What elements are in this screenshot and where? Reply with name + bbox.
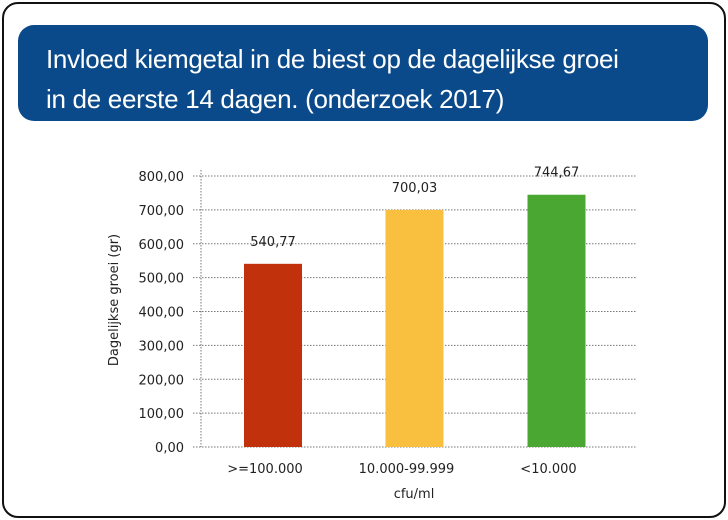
data-label: 744,67 bbox=[534, 166, 580, 181]
y-tick-label: 0,00 bbox=[155, 441, 184, 456]
chart-title-banner: Invloed kiemgetal in de biest op de dage… bbox=[18, 25, 708, 121]
x-axis-label: cfu/ml bbox=[394, 487, 435, 502]
data-label: 540,77 bbox=[250, 235, 296, 250]
y-tick-label: 100,00 bbox=[139, 407, 185, 422]
bar bbox=[527, 194, 586, 447]
y-axis-label: Dagelijkse groei (gr) bbox=[107, 234, 122, 366]
data-label: 700,03 bbox=[392, 181, 438, 196]
y-tick-label: 500,00 bbox=[139, 272, 185, 287]
bar bbox=[244, 263, 302, 447]
x-tick-label: 10.000-99.999 bbox=[359, 462, 455, 477]
y-tick-label: 600,00 bbox=[139, 238, 185, 253]
bar bbox=[385, 209, 444, 447]
x-tick-label: <10.000 bbox=[520, 462, 576, 477]
y-tick-label: 700,00 bbox=[139, 204, 185, 219]
y-tick-label: 400,00 bbox=[139, 306, 185, 321]
chart-title-line-1: Invloed kiemgetal in de biest op de dage… bbox=[46, 44, 619, 74]
y-tick-label: 300,00 bbox=[139, 339, 185, 354]
y-tick-label: 800,00 bbox=[139, 170, 185, 185]
chart-title-line-2: in de eerste 14 dagen. (onderzoek 2017) bbox=[46, 84, 505, 114]
y-tick-label: 200,00 bbox=[139, 373, 185, 388]
x-tick-label: >=100.000 bbox=[227, 462, 303, 477]
